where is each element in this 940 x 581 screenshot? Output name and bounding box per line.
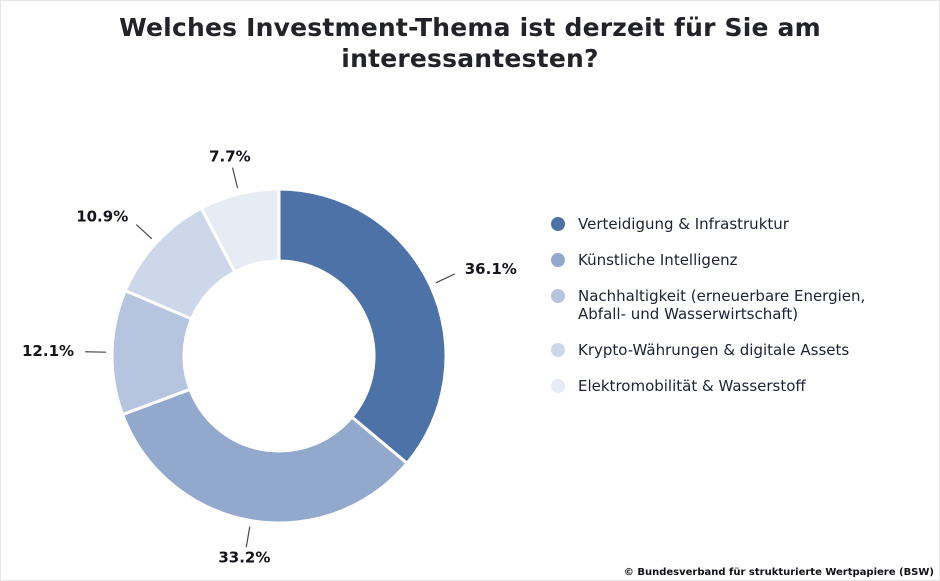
legend-label: Verteidigung & Infrastruktur: [578, 215, 789, 233]
legend-label: Elektromobilität & Wasserstoff: [578, 376, 806, 395]
legend-label: Nachhaltigkeit (erneuerbare Energien, Ab…: [578, 286, 866, 324]
legend-dot: [551, 252, 565, 267]
legend-item: Künstliche Intelligenz: [551, 251, 911, 270]
donut-slice: [121, 387, 409, 525]
legend-item: Nachhaltigkeit (erneuerbare Energien, Ab…: [551, 287, 911, 325]
slice-percent-label: 36.1%: [465, 260, 517, 278]
legend-item: Verteidigung & Infrastruktur: [551, 215, 911, 234]
donut-slice: [199, 187, 281, 274]
legend-dot: [551, 343, 565, 357]
chart-legend: Verteidigung & Infrastruktur Künstliche …: [551, 215, 911, 396]
slice-percent-label: 33.2%: [218, 549, 270, 567]
legend-dot: [551, 288, 565, 303]
donut-svg: 36.1% 33.2% 12.1% 10.9% 7.7%: [22, 147, 517, 567]
label-leader-line: [231, 167, 239, 189]
slice-percent-label: 7.7%: [209, 147, 251, 165]
donut-chart: 36.1% 33.2% 12.1% 10.9% 7.7%: [1, 141, 561, 580]
label-leader-line: [135, 224, 153, 240]
chart-title: Welches Investment-Thema ist derzeit für…: [119, 13, 821, 73]
legend-dot: [551, 217, 565, 231]
label-leader-line: [435, 273, 456, 284]
slice-percent-label: 12.1%: [22, 342, 74, 360]
legend-item: Krypto-Währungen & digitale Assets: [551, 341, 911, 360]
legend-label: Krypto-Währungen & digitale Assets: [578, 341, 850, 359]
legend-label: Künstliche Intelligenz: [578, 250, 738, 269]
copyright-credit: © Bundesverband für strukturierte Wertpa…: [623, 567, 934, 578]
donut-slice: [277, 187, 448, 465]
legend-item: Elektromobilität & Wasserstoff: [551, 377, 911, 396]
label-leader-line: [245, 526, 251, 548]
slice-percent-label: 10.9%: [76, 208, 128, 226]
legend-dot: [551, 378, 565, 393]
